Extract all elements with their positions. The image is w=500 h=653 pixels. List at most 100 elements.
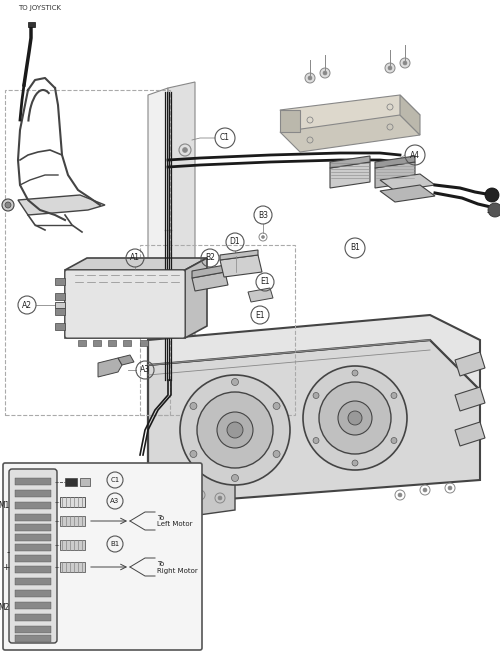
Text: To
Left Motor: To Left Motor bbox=[157, 515, 192, 528]
Bar bbox=[15, 490, 51, 497]
Circle shape bbox=[391, 438, 397, 443]
Circle shape bbox=[227, 422, 243, 438]
Circle shape bbox=[352, 460, 358, 466]
Polygon shape bbox=[18, 195, 105, 215]
Bar bbox=[78, 340, 86, 346]
Bar bbox=[123, 340, 131, 346]
Bar bbox=[15, 566, 51, 573]
Circle shape bbox=[273, 402, 280, 409]
Polygon shape bbox=[65, 270, 185, 338]
Bar bbox=[55, 302, 65, 308]
Polygon shape bbox=[248, 288, 273, 302]
Bar bbox=[15, 524, 51, 531]
Bar bbox=[60, 497, 85, 507]
Polygon shape bbox=[65, 258, 207, 270]
Text: B2: B2 bbox=[205, 253, 215, 263]
Circle shape bbox=[217, 412, 253, 448]
Bar bbox=[15, 626, 51, 633]
Polygon shape bbox=[280, 115, 420, 152]
Bar bbox=[15, 478, 51, 485]
Circle shape bbox=[448, 486, 452, 490]
FancyBboxPatch shape bbox=[3, 463, 202, 650]
FancyBboxPatch shape bbox=[9, 469, 57, 643]
Circle shape bbox=[198, 493, 202, 497]
Polygon shape bbox=[148, 340, 480, 505]
Circle shape bbox=[262, 236, 264, 238]
Text: -: - bbox=[7, 548, 10, 557]
Text: TO JOYSTICK: TO JOYSTICK bbox=[18, 5, 61, 11]
Bar bbox=[28, 22, 35, 27]
Bar bbox=[5, 90, 170, 415]
Circle shape bbox=[2, 199, 14, 211]
Bar bbox=[65, 478, 77, 486]
Circle shape bbox=[320, 68, 330, 78]
Text: B1: B1 bbox=[350, 244, 360, 253]
Text: M1: M1 bbox=[0, 501, 10, 510]
Text: B1: B1 bbox=[110, 541, 120, 547]
Circle shape bbox=[173, 488, 177, 492]
Bar bbox=[93, 340, 101, 346]
Bar bbox=[15, 555, 51, 562]
Circle shape bbox=[5, 202, 11, 208]
Circle shape bbox=[403, 61, 407, 65]
Text: A3: A3 bbox=[110, 498, 120, 504]
Polygon shape bbox=[330, 162, 370, 188]
Text: +: + bbox=[487, 193, 494, 202]
Bar bbox=[140, 245, 295, 415]
Polygon shape bbox=[192, 265, 225, 278]
Bar bbox=[55, 293, 65, 300]
Polygon shape bbox=[118, 355, 134, 365]
Circle shape bbox=[197, 392, 273, 468]
Text: E1: E1 bbox=[260, 278, 270, 287]
Bar bbox=[55, 323, 65, 330]
Circle shape bbox=[232, 475, 238, 481]
Circle shape bbox=[488, 203, 500, 217]
Circle shape bbox=[190, 402, 197, 409]
Polygon shape bbox=[192, 272, 228, 291]
Circle shape bbox=[308, 76, 312, 80]
Text: E1: E1 bbox=[256, 310, 265, 319]
Circle shape bbox=[313, 392, 319, 398]
Bar bbox=[55, 278, 65, 285]
Circle shape bbox=[273, 451, 280, 458]
Bar bbox=[15, 502, 51, 509]
Polygon shape bbox=[280, 110, 300, 132]
Circle shape bbox=[218, 496, 222, 500]
Text: A3: A3 bbox=[140, 366, 150, 375]
Text: D1: D1 bbox=[230, 238, 240, 246]
Bar bbox=[15, 578, 51, 585]
Polygon shape bbox=[380, 174, 435, 191]
Polygon shape bbox=[98, 358, 122, 377]
Polygon shape bbox=[375, 156, 415, 168]
Polygon shape bbox=[455, 387, 485, 411]
Circle shape bbox=[305, 73, 315, 83]
Bar bbox=[15, 590, 51, 597]
Text: M2: M2 bbox=[0, 603, 10, 612]
Bar bbox=[15, 534, 51, 541]
Polygon shape bbox=[380, 185, 435, 202]
Circle shape bbox=[485, 188, 499, 202]
Polygon shape bbox=[455, 422, 485, 446]
Bar bbox=[15, 614, 51, 621]
Text: C1: C1 bbox=[110, 477, 120, 483]
Bar bbox=[55, 308, 65, 315]
Polygon shape bbox=[220, 250, 258, 260]
Text: +: + bbox=[2, 563, 10, 572]
Bar bbox=[140, 340, 148, 346]
Circle shape bbox=[391, 392, 397, 398]
Circle shape bbox=[348, 411, 362, 425]
Polygon shape bbox=[280, 95, 420, 132]
Polygon shape bbox=[220, 255, 262, 277]
Circle shape bbox=[190, 451, 197, 458]
Circle shape bbox=[352, 370, 358, 376]
Text: B3: B3 bbox=[258, 210, 268, 219]
FancyBboxPatch shape bbox=[65, 270, 185, 338]
Polygon shape bbox=[148, 315, 480, 390]
Text: A1: A1 bbox=[130, 253, 140, 263]
Text: A2: A2 bbox=[22, 300, 32, 310]
Polygon shape bbox=[400, 95, 420, 135]
Text: -: - bbox=[487, 208, 490, 217]
Bar bbox=[60, 516, 85, 526]
Circle shape bbox=[313, 438, 319, 443]
Polygon shape bbox=[330, 156, 370, 168]
